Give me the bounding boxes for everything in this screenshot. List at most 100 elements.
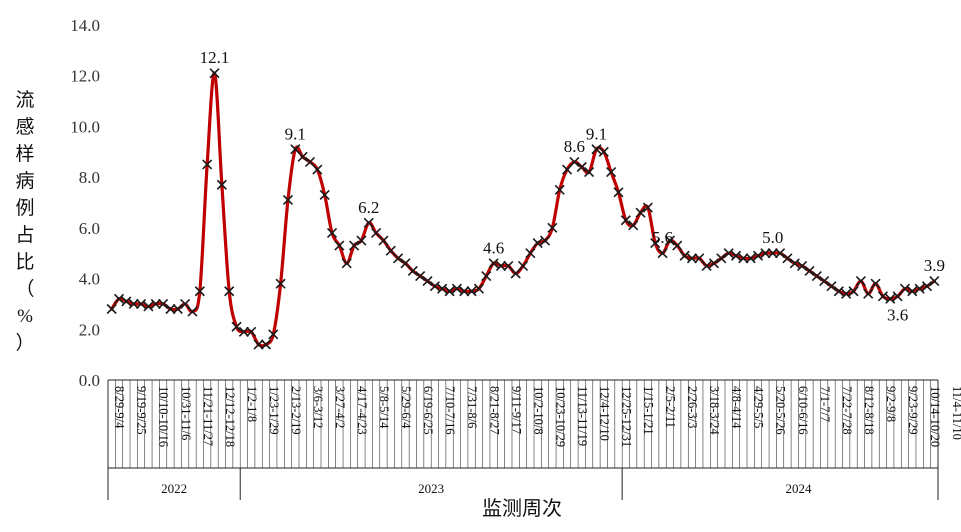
x-tick-label: 4/8-4/14 xyxy=(730,386,744,429)
marker-stroke xyxy=(782,253,793,264)
marker-stroke xyxy=(202,159,213,170)
marker-stroke xyxy=(797,260,808,271)
data-label: 8.6 xyxy=(564,137,585,156)
marker-stroke xyxy=(297,151,308,162)
x-tick-label: 12/12-12/18 xyxy=(223,386,237,447)
marker-stroke xyxy=(767,248,778,259)
marker-stroke xyxy=(231,321,242,332)
marker-stroke xyxy=(738,253,749,264)
data-point xyxy=(517,260,529,271)
x-tick-label: 4/17-4/23 xyxy=(355,386,369,435)
x-tick-label: 3/18-3/24 xyxy=(708,386,722,435)
data-point xyxy=(584,167,595,178)
data-point xyxy=(686,253,698,264)
marker-stroke xyxy=(833,286,844,297)
marker-stroke xyxy=(473,283,484,294)
marker-stroke xyxy=(128,298,139,309)
x-tick-label: 7/1-7/7 xyxy=(818,386,832,422)
marker-stroke xyxy=(775,248,786,259)
y-axis-label-char: 感 xyxy=(15,116,34,138)
data-point xyxy=(253,339,264,350)
marker-stroke xyxy=(238,326,249,337)
data-point xyxy=(679,250,690,261)
marker-stroke xyxy=(591,144,602,155)
data-point xyxy=(841,288,852,299)
y-tick-label: 12.0 xyxy=(70,67,100,86)
data-point xyxy=(642,202,653,213)
data-point xyxy=(194,286,205,297)
data-point xyxy=(554,184,565,195)
data-point xyxy=(635,207,646,218)
x-tick-label: 7/10-7/16 xyxy=(443,386,457,435)
marker-stroke xyxy=(437,283,448,294)
data-point xyxy=(158,298,169,309)
marker-stroke xyxy=(180,298,191,309)
x-tick-label: 11/13-11/19 xyxy=(575,386,589,446)
y-tick-label: 10.0 xyxy=(70,117,100,136)
y-axis-label-char: 流 xyxy=(15,89,34,111)
marker-stroke xyxy=(921,281,933,292)
x-axis-label: 监测周次 xyxy=(482,497,562,520)
data-point xyxy=(525,248,536,259)
marker-stroke xyxy=(620,215,631,226)
data-point xyxy=(495,260,507,271)
data-point xyxy=(202,159,213,170)
marker-stroke xyxy=(290,144,301,155)
data-point xyxy=(819,276,830,287)
data-point xyxy=(121,296,132,307)
marker-stroke xyxy=(525,248,536,259)
marker-stroke xyxy=(451,283,462,294)
marker-stroke xyxy=(899,283,911,294)
marker-stroke xyxy=(929,276,940,287)
x-tick-label: 1/15-1/21 xyxy=(642,386,656,435)
data-point xyxy=(885,293,896,304)
data-point xyxy=(231,321,242,332)
marker-stroke xyxy=(701,260,712,271)
data-label: 3.6 xyxy=(887,305,908,324)
marker-stroke xyxy=(907,286,918,297)
marker-stroke xyxy=(385,245,396,256)
marker-stroke xyxy=(789,258,800,269)
marker-stroke xyxy=(613,187,624,198)
marker-stroke xyxy=(885,293,896,304)
marker-stroke xyxy=(694,253,705,264)
marker-stroke xyxy=(503,260,514,271)
marker-stroke xyxy=(165,303,176,315)
data-point xyxy=(275,278,286,289)
x-tick-label: 9/23-9/29 xyxy=(906,386,920,435)
marker-stroke xyxy=(187,306,198,317)
data-label: 5.0 xyxy=(762,228,783,247)
x-tick-label: 11/21-11/27 xyxy=(201,386,215,446)
x-tick-label: 9/2-9/8 xyxy=(884,386,898,422)
data-point xyxy=(672,240,683,251)
data-point xyxy=(723,248,734,259)
y-tick-label: 0.0 xyxy=(79,371,100,390)
data-point xyxy=(848,286,859,297)
x-tick-label: 6/19-6/25 xyxy=(421,386,435,435)
marker-stroke xyxy=(113,293,125,304)
data-point xyxy=(811,270,822,282)
data-point xyxy=(334,240,345,251)
data-point xyxy=(914,283,925,294)
y-axis-label-char: 样 xyxy=(15,143,34,165)
y-tick-label: 6.0 xyxy=(79,219,100,238)
data-point xyxy=(260,339,271,350)
x-tick-label: 1/23-1/29 xyxy=(267,386,281,435)
x-tick-labels: 8/29-9/4 9/19-9/25 10/10-10/16 10/31-11/6 11… xyxy=(113,386,961,447)
marker-stroke xyxy=(268,329,279,340)
data-point xyxy=(246,326,257,337)
data-point xyxy=(826,281,837,292)
marker-stroke xyxy=(429,281,440,292)
data-point xyxy=(620,215,631,226)
marker-stroke xyxy=(848,286,859,297)
data-point xyxy=(539,235,551,246)
series-line xyxy=(110,71,936,348)
x-tick-label: 1/2-1/8 xyxy=(245,386,259,422)
data-point xyxy=(760,248,771,259)
marker-stroke xyxy=(341,258,352,269)
marker-stroke xyxy=(363,217,374,228)
marker-stroke xyxy=(224,286,235,297)
marker-stroke xyxy=(246,326,257,337)
marker-stroke xyxy=(811,270,822,282)
